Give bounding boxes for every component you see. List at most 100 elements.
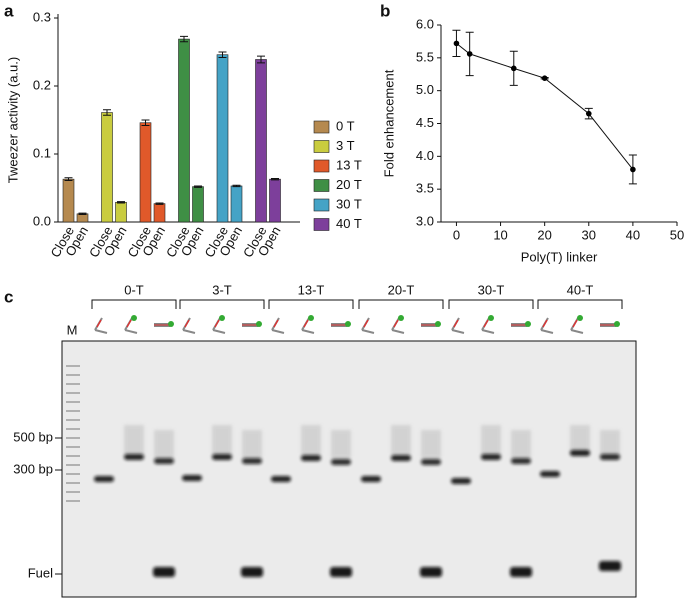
gel-band <box>600 454 620 460</box>
icon-strand <box>363 319 369 328</box>
icon-dot <box>168 321 174 327</box>
ladder-band <box>66 455 80 457</box>
bar <box>139 122 152 223</box>
gel-band <box>330 567 352 577</box>
gel-band <box>242 458 262 464</box>
icon-dot <box>308 315 314 321</box>
point <box>453 40 460 47</box>
gel-band <box>271 476 291 482</box>
y-tick-label: 0.1 <box>33 145 51 160</box>
marker-label: 500 bp <box>13 429 53 444</box>
point <box>630 166 636 173</box>
gel-band <box>154 458 174 464</box>
ladder-band <box>66 473 80 475</box>
gel-band <box>182 475 202 481</box>
bracket <box>179 299 265 309</box>
gel-band <box>361 476 381 482</box>
group-label: 0-T <box>124 282 144 297</box>
point <box>541 75 548 81</box>
gel-band <box>153 567 175 577</box>
group-label: 13-T <box>298 282 325 297</box>
legend-swatch <box>313 179 330 192</box>
smear <box>331 430 351 458</box>
legend-swatch <box>313 218 330 231</box>
icon-strand <box>393 319 399 328</box>
gel-band <box>420 567 442 577</box>
group-label: 3-T <box>212 282 232 297</box>
icon-strand <box>96 319 102 328</box>
bar <box>192 186 204 223</box>
smear <box>242 430 262 458</box>
error-bar <box>117 201 125 204</box>
gel-band <box>94 476 114 482</box>
legend-swatch <box>313 140 330 153</box>
bar <box>153 203 166 223</box>
error-bar <box>271 177 279 181</box>
ladder-band <box>66 491 80 493</box>
y-tick-label: 3.5 <box>416 181 434 196</box>
ladder-band <box>66 374 80 376</box>
bar <box>62 178 75 223</box>
gel-band <box>599 561 621 571</box>
ladder-band <box>66 383 80 385</box>
bar <box>255 59 267 223</box>
icon-dot <box>577 315 583 321</box>
smear <box>391 425 411 455</box>
legend-swatch <box>313 198 330 212</box>
gel-band <box>510 567 532 577</box>
ladder-band <box>66 392 80 394</box>
y-tick-label: 6.0 <box>416 16 434 31</box>
gel-band <box>124 454 144 460</box>
legend-label: 3 T <box>336 138 355 153</box>
bar <box>115 201 127 223</box>
ladder-band <box>66 419 80 421</box>
icon-strand <box>273 319 279 328</box>
y-tick-label: 0.0 <box>33 213 51 228</box>
y-tick-label: 5.5 <box>416 49 434 64</box>
axis <box>440 25 677 223</box>
bracket <box>268 299 354 309</box>
legend-label: 30 T <box>336 196 362 211</box>
group-label: 30-T <box>478 282 505 297</box>
bar <box>101 112 113 223</box>
error-bar <box>78 212 87 216</box>
point <box>510 65 517 72</box>
icon-dot <box>256 321 262 327</box>
point <box>585 110 592 117</box>
icon-strand <box>453 319 459 328</box>
y-axis-label: Fold enhancement <box>381 69 396 177</box>
y-tick-label: 5.0 <box>416 82 434 97</box>
ladder-band <box>66 464 80 466</box>
icon-dot <box>398 315 404 321</box>
gel-band <box>481 454 501 460</box>
error-bar <box>180 35 188 43</box>
x-tick-label: 30 <box>582 227 596 242</box>
bracket <box>537 299 623 309</box>
gel-band <box>391 455 411 461</box>
icon-dot <box>488 315 494 321</box>
icon-strand <box>542 319 548 328</box>
y-tick-label: 3.0 <box>416 213 434 228</box>
gel-band <box>301 455 321 461</box>
point <box>466 51 473 57</box>
gel-band <box>421 459 441 465</box>
icon-strand <box>214 319 220 328</box>
legend-label: 20 T <box>336 177 362 192</box>
ladder-band <box>66 410 80 412</box>
smear <box>511 430 531 458</box>
icon-strand <box>184 319 190 328</box>
gel-band <box>511 458 531 464</box>
y-tick-label: 4.5 <box>416 115 434 130</box>
group-label: 20-T <box>388 282 415 297</box>
icon-dot <box>525 321 531 327</box>
error-bar <box>257 55 265 64</box>
y-tick-label: 4.0 <box>416 148 434 163</box>
x-tick-label: 40 <box>626 227 640 242</box>
y-axis-label: Tweezer activity (a.u.) <box>5 57 20 183</box>
panel-label: c <box>4 287 13 306</box>
gel-band <box>540 471 560 477</box>
legend-label: 40 T <box>336 216 362 231</box>
gel <box>61 340 637 598</box>
panel-label: b <box>380 1 390 20</box>
